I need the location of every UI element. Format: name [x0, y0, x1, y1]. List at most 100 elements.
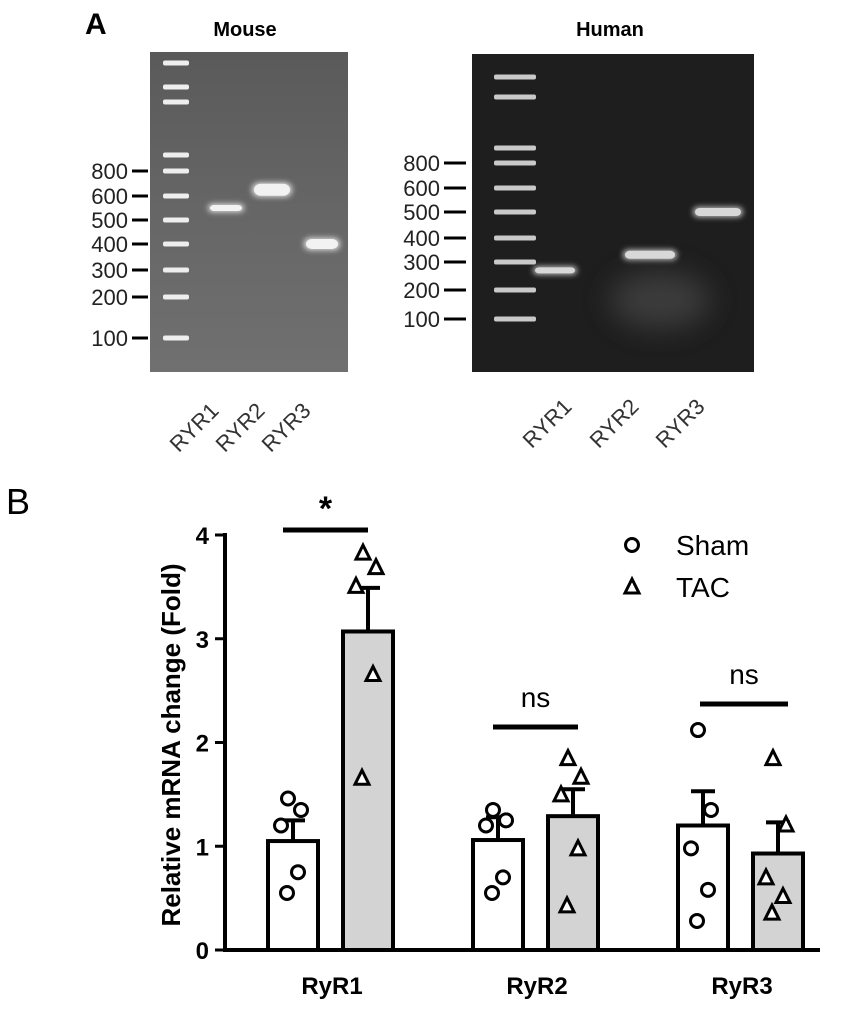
human-gel-smear [610, 272, 710, 328]
x-category-label: RyR2 [506, 973, 567, 1000]
mouse-sample-bands [208, 182, 340, 250]
ladder-band [163, 193, 189, 199]
ladder-band [494, 160, 536, 166]
ladder-band [494, 259, 536, 265]
significance-label: ns [729, 659, 759, 690]
mouse-ladder-bands [163, 60, 189, 341]
data-point-triangle [763, 747, 783, 767]
bar-tac-ryr2 [546, 814, 600, 952]
data-point-triangle [551, 783, 571, 803]
data-point-triangle [571, 765, 591, 785]
lane-label: RYR2 [211, 398, 270, 457]
data-point-triangle [363, 663, 383, 683]
data-point-circle [273, 817, 289, 834]
data-point-circle [700, 881, 716, 898]
human-gel-title: Human [576, 19, 644, 41]
data-point-circle [495, 869, 511, 886]
y-tick-label: 0 [196, 938, 209, 965]
ladder-size-label: 100 [403, 307, 440, 332]
ladder-size-label: 200 [91, 285, 128, 310]
data-point-circle [290, 864, 306, 881]
ladder-size-label: 800 [91, 159, 128, 184]
ladder-band [163, 168, 189, 174]
ladder-band [494, 316, 536, 322]
panel-a-letter: A [85, 8, 107, 41]
sample-band [535, 267, 575, 274]
ladder-size-label: 300 [403, 250, 440, 275]
ladder-band [163, 84, 189, 90]
sample-band [306, 239, 338, 249]
human-ladder-bands [494, 74, 536, 322]
ladder-size-label: 200 [403, 278, 440, 303]
legend-marker-triangle [622, 575, 642, 595]
bars: RyR1 RyR2 RyR3 [266, 585, 805, 1000]
significance-label: ns [521, 682, 551, 713]
ladder-size-label: 400 [403, 226, 440, 251]
ladder-size-label: 100 [91, 326, 128, 351]
lane-label: RYR3 [257, 398, 316, 457]
data-point-triangle [558, 747, 578, 767]
y-tick-label: 1 [196, 834, 209, 861]
ladder-size-label: 500 [91, 208, 128, 233]
y-axis-label: Relative mRNA change (Fold) [156, 563, 186, 926]
ladder-size-label: 300 [91, 258, 128, 283]
sample-band [625, 250, 675, 259]
ladder-band [163, 217, 189, 223]
ladder-band [163, 335, 189, 341]
ladder-band [494, 74, 536, 80]
ladder-band [163, 294, 189, 300]
data-point-triangle [353, 541, 373, 561]
human-sample-bands [533, 207, 743, 275]
x-category-label: RyR1 [301, 973, 362, 1000]
ladder-band [163, 60, 189, 66]
ladder-band [494, 94, 536, 100]
significance-label: * [319, 490, 333, 528]
bar-tac-ryr1 [341, 629, 395, 952]
ladder-size-label: 600 [91, 184, 128, 209]
sample-band [695, 208, 741, 216]
y-tick-label: 3 [196, 627, 209, 654]
sample-band [254, 183, 290, 196]
data-point-triangle [366, 556, 386, 576]
ladder-size-label: 600 [403, 176, 440, 201]
ladder-band [494, 145, 536, 151]
data-point-triangle [756, 866, 776, 886]
panel-b-letter: B [6, 481, 30, 522]
ladder-band [494, 209, 536, 215]
data-point-circle [485, 801, 501, 818]
data-point-circle [478, 817, 494, 834]
data-point-triangle [773, 885, 793, 905]
data-point-triangle [776, 813, 796, 833]
data-point-triangle [346, 574, 366, 594]
x-category-label: RyR3 [711, 973, 772, 1000]
data-point-circle [498, 812, 514, 829]
legend-label: TAC [676, 572, 730, 603]
legend: Sham TAC [622, 530, 749, 603]
data-point-triangle [762, 901, 782, 921]
ladder-band [494, 287, 536, 293]
ladder-band [494, 185, 536, 191]
ladder-band [163, 241, 189, 247]
data-point-circle [690, 722, 706, 739]
human-lane-labels: RYR1 RYR2 RYR3 [518, 394, 710, 453]
ladder-size-label: 800 [403, 151, 440, 176]
data-point-circle [280, 790, 296, 807]
data-point-circle [484, 884, 500, 901]
lane-label: RYR1 [165, 398, 224, 457]
lane-label: RYR3 [651, 394, 710, 453]
y-tick-label: 4 [196, 523, 210, 550]
ladder-band [163, 99, 189, 105]
mouse-gel-image [150, 52, 348, 372]
ladder-band [494, 235, 536, 241]
data-point-circle [293, 801, 309, 818]
data-point-triangle [557, 894, 577, 914]
legend-marker-circle [624, 537, 640, 553]
lane-label: RYR2 [585, 394, 644, 453]
data-point-circle [683, 840, 699, 857]
data-point-triangle [352, 766, 372, 786]
